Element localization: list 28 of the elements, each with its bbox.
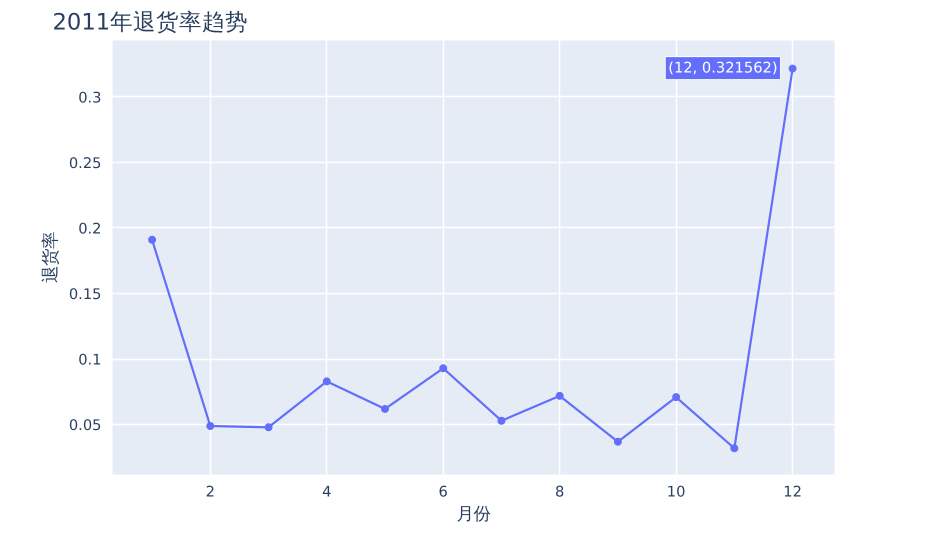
x-tick-label: 2 — [206, 484, 215, 500]
x-tick-label: 4 — [322, 484, 332, 500]
point — [788, 64, 797, 73]
x-axis-title: 月份 — [456, 504, 490, 524]
y-tick-label: 0.05 — [68, 417, 102, 434]
point — [730, 444, 738, 452]
y-tick-label: 0.2 — [78, 220, 102, 238]
point — [148, 236, 156, 244]
y-axis-title: 退货率 — [40, 232, 61, 283]
chart-title: 2011年退货率趋势 — [52, 10, 248, 36]
point — [380, 404, 389, 413]
x-tick-label: 10 — [666, 484, 686, 500]
point — [206, 422, 214, 430]
x-tick-label: 6 — [438, 484, 448, 500]
x-tick-label: 12 — [783, 484, 802, 500]
point — [322, 377, 331, 386]
point — [439, 364, 448, 372]
y-tick-label: 0.15 — [68, 286, 102, 304]
y-tick-label: 0.25 — [68, 154, 102, 172]
point — [497, 416, 506, 425]
y-tick-label: 0.1 — [78, 352, 102, 369]
x-tick-label: 8 — [555, 484, 564, 500]
point — [672, 393, 680, 402]
y-tick-label: 0.3 — [78, 89, 102, 106]
annotation: (12, 0.321562) — [668, 60, 778, 77]
point — [264, 423, 273, 432]
point — [614, 438, 622, 446]
point — [556, 392, 564, 400]
